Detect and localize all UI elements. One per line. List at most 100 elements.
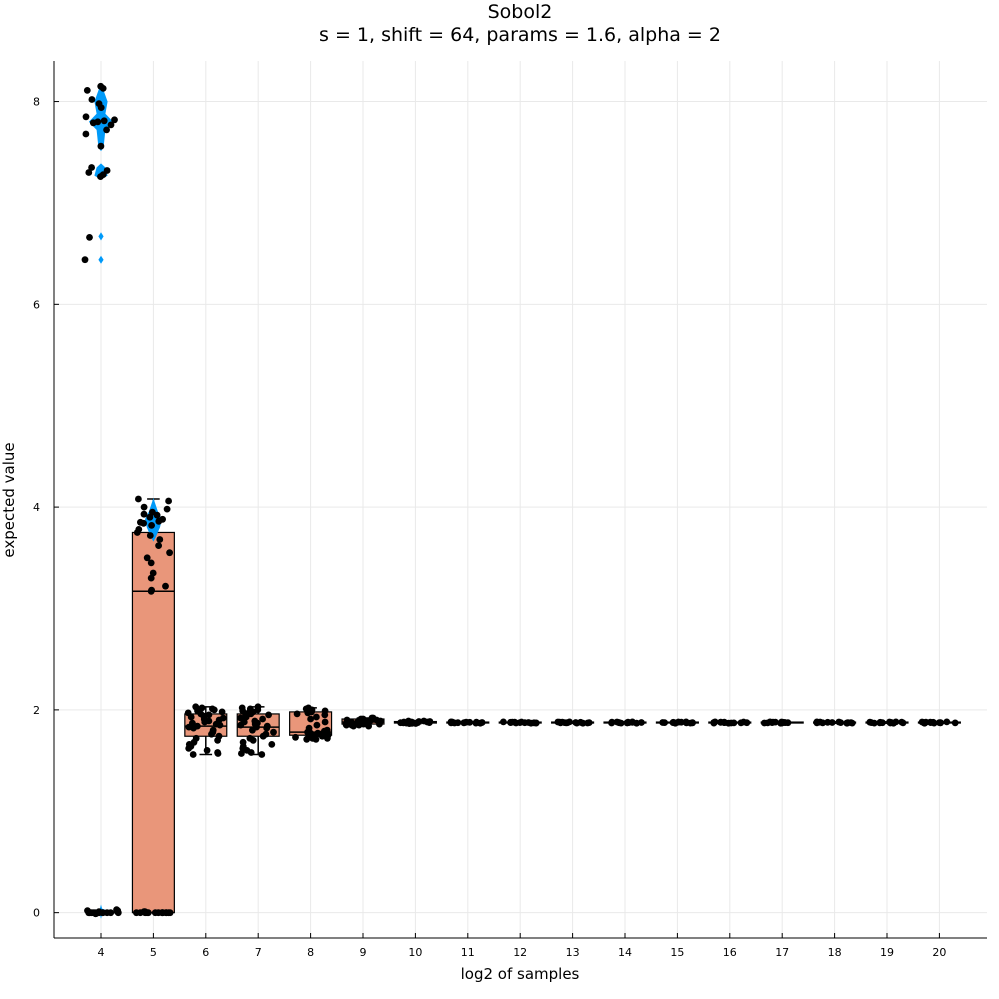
data-point	[318, 732, 326, 740]
data-point	[304, 709, 312, 717]
x-tick-label: 17	[775, 946, 789, 959]
data-point	[899, 719, 907, 727]
data-point	[82, 113, 90, 121]
y-tick-label: 8	[33, 96, 40, 109]
data-point	[140, 519, 148, 527]
data-point	[147, 559, 155, 567]
data-point	[573, 719, 581, 727]
data-point	[86, 234, 93, 241]
data-point	[532, 719, 540, 727]
x-tick-label: 7	[255, 946, 262, 959]
data-point	[268, 741, 276, 748]
data-point	[661, 719, 668, 726]
data-point	[608, 719, 615, 727]
data-point	[151, 909, 159, 917]
x-tick-label: 10	[408, 946, 422, 959]
data-point	[557, 719, 564, 727]
data-point	[140, 510, 148, 518]
data-point	[205, 711, 213, 719]
data-point	[500, 718, 507, 726]
data-point	[843, 719, 851, 727]
x-tick-label: 20	[932, 946, 946, 959]
data-point	[951, 719, 959, 727]
data-point	[218, 708, 226, 716]
x-tick-label: 18	[828, 946, 842, 959]
x-tick-label: 12	[513, 946, 527, 959]
data-point	[163, 505, 171, 513]
data-point	[312, 735, 320, 743]
data-point	[153, 511, 161, 519]
x-tick-label: 8	[307, 946, 314, 959]
data-point	[187, 713, 195, 721]
data-point	[258, 751, 266, 758]
data-point	[828, 719, 836, 726]
data-point	[140, 503, 148, 511]
data-point	[85, 909, 93, 917]
data-point	[324, 734, 331, 742]
data-point	[99, 909, 107, 917]
data-point	[259, 732, 267, 740]
data-point	[466, 718, 474, 726]
data-point	[111, 116, 118, 124]
grid-layer	[54, 61, 987, 938]
data-point	[292, 733, 299, 741]
data-point	[166, 549, 174, 557]
data-point	[313, 713, 320, 721]
data-point	[214, 750, 222, 757]
x-tick-label: 16	[723, 946, 737, 959]
data-point	[85, 169, 93, 176]
data-point	[144, 909, 152, 917]
chart-subtitle: s = 1, shift = 64, params = 1.6, alpha =…	[319, 24, 721, 46]
data-point	[263, 724, 271, 732]
data-point	[107, 121, 115, 129]
data-point	[148, 522, 156, 529]
data-point	[249, 736, 257, 744]
data-point	[937, 719, 944, 727]
data-point	[88, 164, 95, 171]
data-point	[412, 720, 420, 727]
data-point	[135, 495, 142, 503]
data-point	[365, 722, 372, 730]
data-point	[88, 96, 96, 103]
data-point	[133, 529, 141, 536]
y-tick-label: 0	[33, 907, 40, 920]
data-point	[476, 719, 484, 727]
data-point	[307, 715, 314, 723]
data-point	[406, 720, 413, 727]
data-point	[185, 745, 193, 752]
data-point	[737, 719, 745, 727]
data-point	[761, 719, 768, 727]
data-point	[777, 719, 785, 727]
data-point	[155, 517, 163, 525]
data-point	[743, 719, 751, 727]
data-point	[521, 719, 529, 727]
data-point	[210, 706, 218, 714]
data-point	[321, 718, 329, 726]
data-point	[784, 719, 792, 727]
data-point	[350, 722, 357, 730]
data-point	[527, 719, 535, 727]
data-point	[81, 256, 89, 264]
data-point	[239, 707, 247, 715]
data-point	[355, 721, 363, 729]
data-point	[82, 130, 90, 138]
data-point	[83, 87, 91, 94]
data-point	[270, 728, 277, 736]
data-point	[147, 574, 155, 582]
data-point	[813, 719, 821, 727]
data-point	[146, 532, 154, 539]
x-tick-label: 9	[360, 946, 367, 959]
x-tick-label: 4	[98, 946, 105, 959]
data-point	[426, 719, 433, 726]
data-point	[579, 719, 587, 727]
data-point	[97, 142, 105, 150]
violin-shape	[145, 498, 162, 542]
y-axis-label: expected value	[0, 442, 18, 557]
data-point	[103, 126, 110, 134]
data-point	[97, 173, 104, 181]
data-point	[203, 747, 211, 754]
data-point	[259, 715, 266, 723]
violin-shape	[98, 232, 104, 241]
